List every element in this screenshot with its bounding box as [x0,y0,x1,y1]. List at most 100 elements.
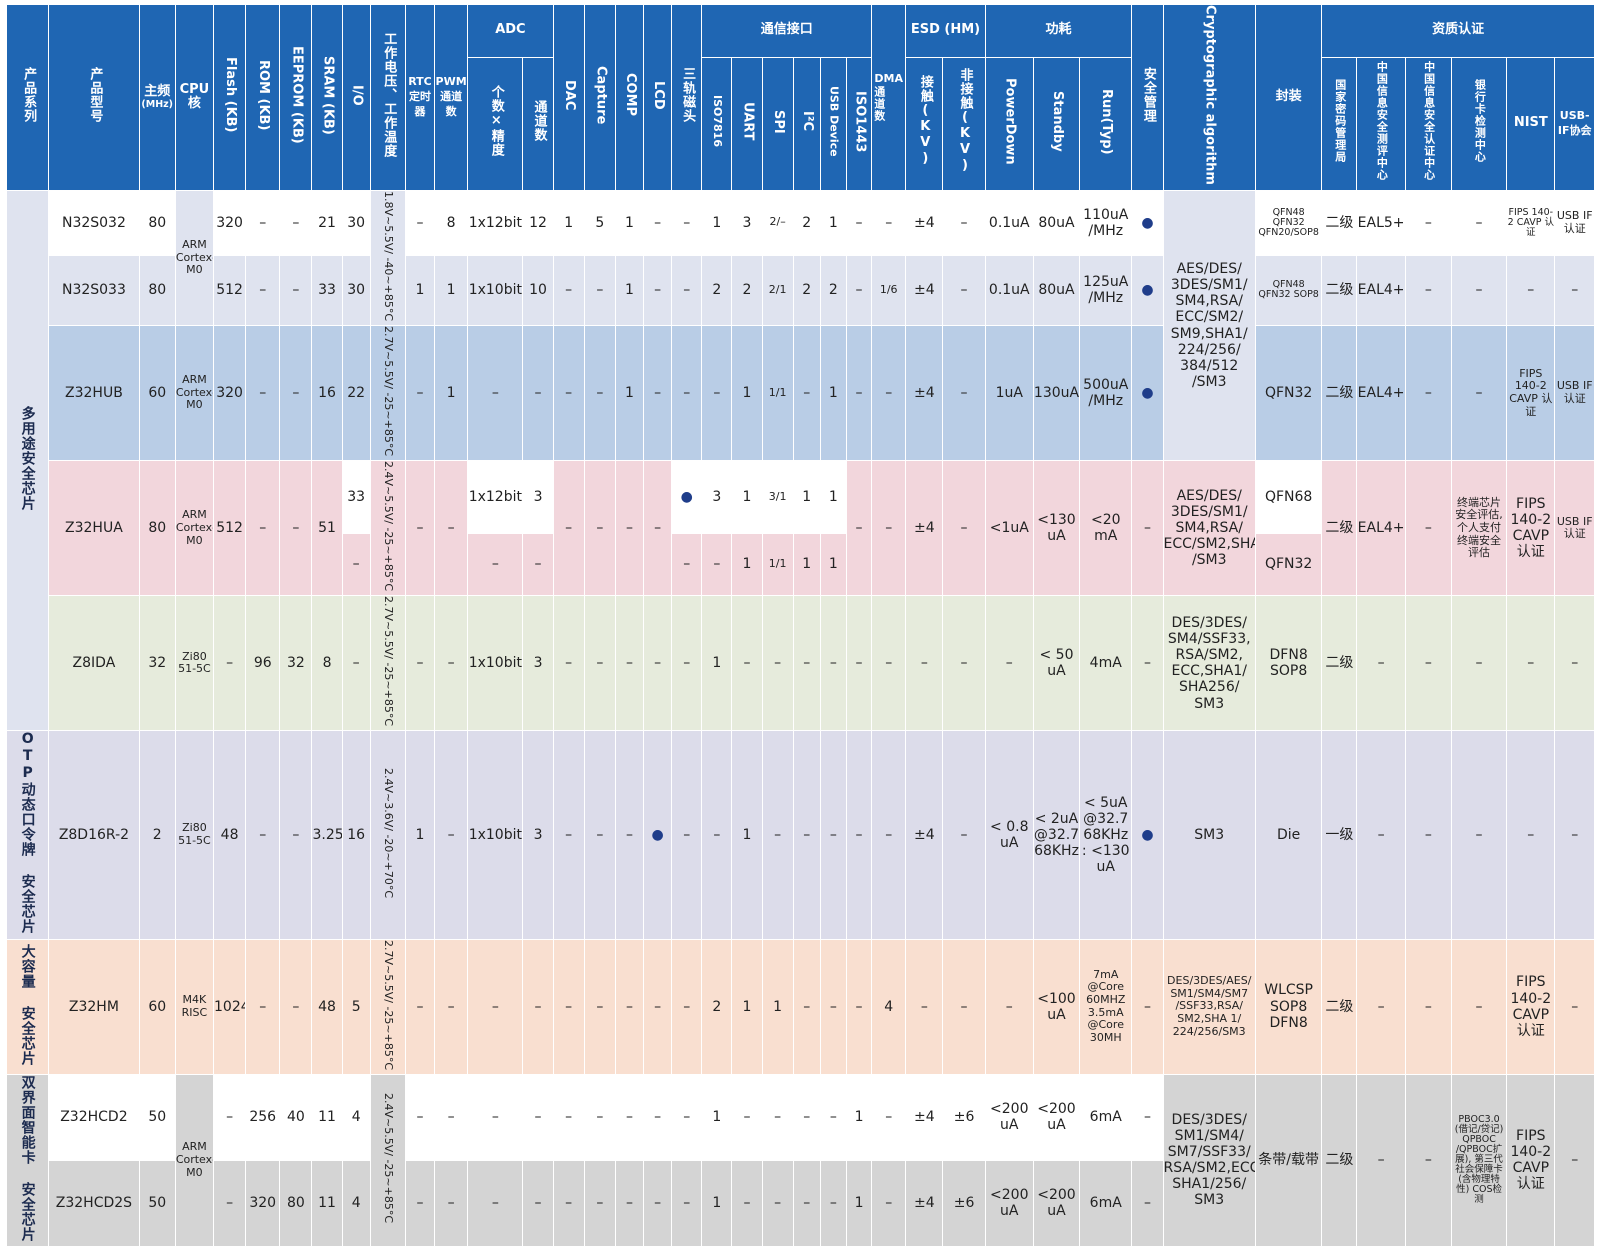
cert-itsec-cell: EAL4+ [1356,254,1406,327]
adc-bits-cell: – [467,1073,524,1161]
cert-nc-cell: 一级 [1321,730,1358,940]
esd-contact-cell: ±4 [905,1073,944,1161]
adc-bits-cell: 1x12bit [467,460,524,534]
model-cell: N32S032 [48,189,140,256]
uart-cell: 1 [731,325,763,462]
lcd-cell: ● [643,730,673,940]
rtc-cell: – [404,325,436,462]
sram-cell: 8 [311,595,343,732]
standby-cell: <200 uA [1032,1073,1081,1161]
dma-cell: – [871,1073,907,1161]
dac-cell: – [552,1073,585,1161]
powerdown-cell: 1uA [984,325,1034,462]
spi-cell: 1/1 [761,325,794,462]
uart-cell: 1 [731,730,763,940]
i2c-cell: 2 [792,254,821,327]
usb-cell: – [819,1159,847,1247]
cert-usbif-cell: USB IF认证 [1554,189,1595,256]
security-cell: ● [1131,254,1164,327]
eeprom-cell: 80 [279,1159,313,1247]
security-cell: – [1131,460,1164,597]
io-cell: 16 [341,730,371,940]
package-cell: QFN68 [1254,460,1323,534]
cert-isccc-cell: – [1404,1073,1452,1247]
sram-cell: 21 [311,189,343,256]
col-spi: SPI [761,56,794,191]
io-cell: 30 [341,189,371,256]
magnetic-cell: – [671,325,703,462]
sram-cell: 11 [311,1159,343,1247]
cert-nc-cell: 二级 [1321,189,1358,256]
pwm-cell: – [434,460,469,597]
magnetic-cell: – [671,532,703,597]
eeprom-cell: – [279,325,313,462]
rtc-cell: 1 [404,254,436,327]
cert-itsec-cell: EAL4+ [1356,325,1406,462]
uart-cell: 1 [731,460,763,534]
comp-cell: – [614,1073,645,1161]
powerdown-cell: <200 uA [984,1159,1034,1247]
col-cpu: CPU核 [174,4,215,191]
eeprom-cell: – [279,730,313,940]
iso1443-cell: – [845,938,873,1075]
iso1443-cell: – [845,595,873,732]
cert-bank-cell: – [1450,938,1508,1075]
spi-cell: 1 [761,938,794,1075]
capture-cell: – [583,1159,616,1247]
cpu-cell: ARM Cortex-M0 [174,189,215,327]
usb-cell: 1 [819,189,847,256]
family-large: 大容量 安全芯片 [5,938,50,1075]
table-row-z32hm: 大容量 安全芯片 Z32HM 60 M4K RISC 1024 – – 48 5… [5,938,1595,1075]
security-cell: – [1131,595,1164,732]
voltage-cell: 2.7V~5.5V/ -25~+85°C [369,595,406,732]
powerdown-cell: 0.1uA [984,189,1034,256]
crypto-cell: DES/3DES/AES/ SM1/SM4/SM7 /SSF33,RSA/ SM… [1162,938,1256,1075]
chip-selection-table-wrapper: 产品系列 产品型号 主频 (MHz) CPU核 Flash (KB) ROM (K… [5,4,1595,1247]
col-comm: 通信接口 [701,4,873,58]
usb-cell: 1 [819,325,847,462]
magnetic-cell: – [671,1073,703,1161]
package-cell: QFN32 [1254,532,1323,597]
crypto-cell: DES/3DES/ SM1/SM4/ SM7/SSF33/ RSA/SM2,EC… [1162,1073,1256,1247]
comp-cell: 1 [614,254,645,327]
capture-cell: – [583,938,616,1075]
cert-isccc-cell: – [1404,254,1452,327]
adc-bits-cell: 1x10bit [467,730,524,940]
run-cell: 4mA [1079,595,1133,732]
uart-cell: 2 [731,254,763,327]
i2c-cell: – [792,1159,821,1247]
cert-usbif-cell: – [1554,254,1595,327]
dac-cell: – [552,254,585,327]
esd-noncontact-cell: – [942,325,986,462]
rom-cell: – [245,254,281,327]
cert-isccc-cell: – [1404,730,1452,940]
esd-contact-cell: – [905,595,944,732]
usb-cell: – [819,730,847,940]
col-eeprom: EEPROM (KB) [279,4,313,191]
usb-cell: – [819,595,847,732]
security-cell: ● [1131,325,1164,462]
capture-cell: – [583,730,616,940]
cert-usbif-cell: – [1554,938,1595,1075]
col-cert-bank: 银行卡检测中心 [1450,56,1508,191]
col-rom: ROM (KB) [245,4,281,191]
dma-cell: – [871,325,907,462]
dma-cell: 1/6 [871,254,907,327]
cert-usbif-cell: – [1554,595,1595,732]
package-cell: DFN8 SOP8 [1254,595,1323,732]
col-adc-bits: 个数×精度 [467,56,524,191]
col-cert-nist: NIST [1506,56,1556,191]
voltage-cell: 2.4V~5.5V/ -25~+85°C [369,1073,406,1247]
model-cell: Z32HUA [48,460,140,597]
table-row-z32hua-sub: – – – – – 1 1/1 1 1 QFN32 [7,532,1595,597]
comp-cell: 1 [614,325,645,462]
cert-nist-cell: FIPS 140-2 CAVP 认证 [1506,938,1556,1075]
iso1443-cell: – [845,730,873,940]
rtc-cell: – [404,1159,436,1247]
col-uart: UART [731,56,763,191]
uart-cell: – [731,1073,763,1161]
rom-cell: 320 [245,1159,281,1247]
security-cell: – [1131,938,1164,1075]
voltage-cell: 1.8V~5.5V/ -40~+85°C [369,189,406,327]
adc-ch-cell: – [522,1073,554,1161]
